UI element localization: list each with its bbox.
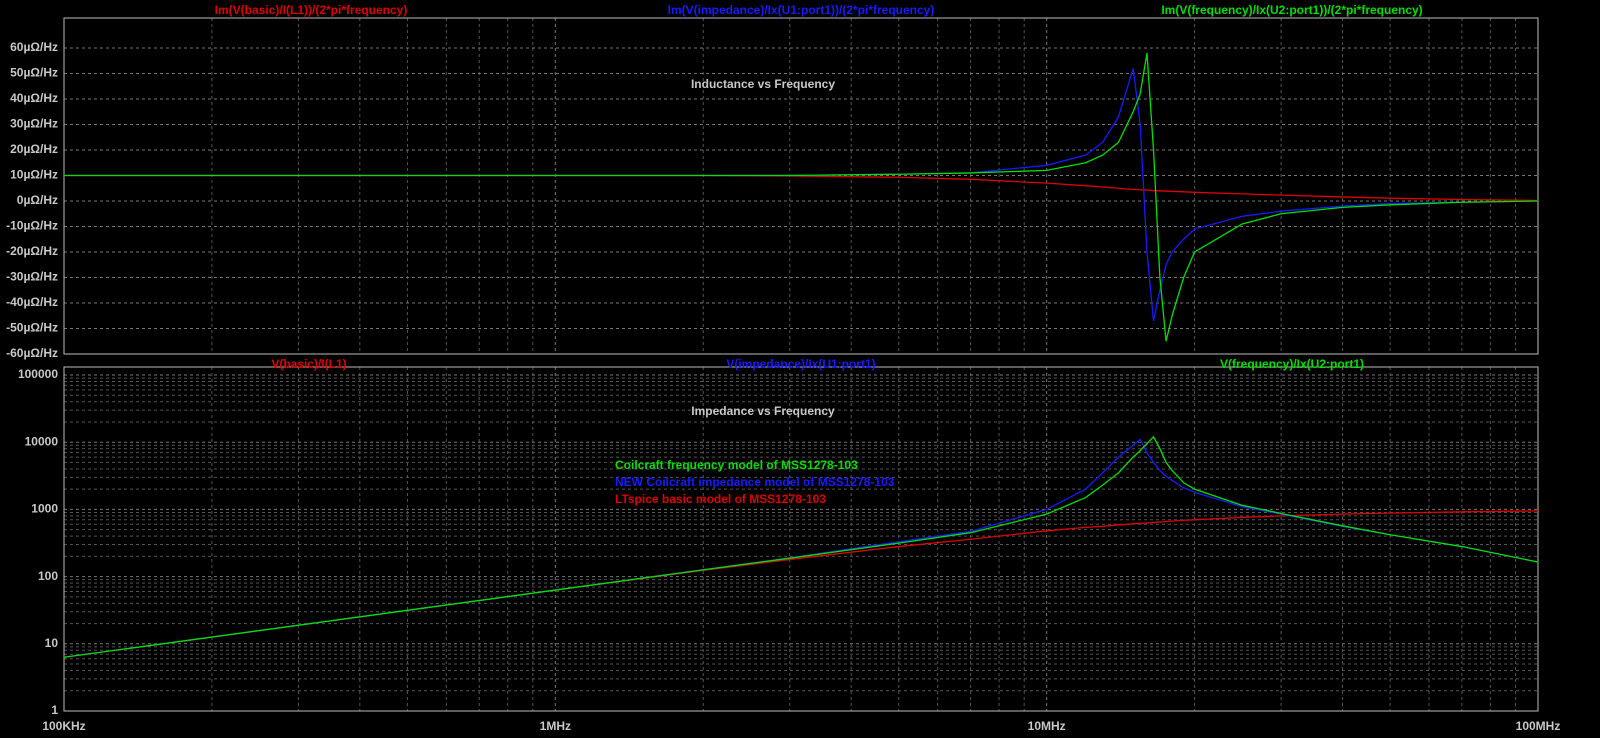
y-tick-label: 10µΩ/Hz <box>10 168 58 182</box>
y-tick-label: 40µΩ/Hz <box>10 91 58 105</box>
annotation: LTspice basic model of MSS1278-103 <box>615 492 826 506</box>
y-tick-label: 100 <box>38 569 58 583</box>
y-tick-label: -20µΩ/Hz <box>6 244 58 258</box>
legend-label: Im(V(basic)/I(L1))/(2*pi*frequency) <box>215 3 408 17</box>
y-tick-label: 100000 <box>18 367 58 381</box>
y-tick-label: -50µΩ/Hz <box>6 321 58 335</box>
trace <box>63 435 1539 658</box>
trace <box>64 52 1539 342</box>
y-tick-label: -60µΩ/Hz <box>6 346 58 360</box>
y-tick-label: -10µΩ/Hz <box>6 219 58 233</box>
y-tick-label: 10 <box>45 636 59 650</box>
y-tick-label: 1000 <box>31 502 58 516</box>
x-tick-label: 100MHz <box>1516 719 1561 733</box>
x-tick-label: 1MHz <box>540 719 571 733</box>
legend-label: V(frequency)/Ix(U2:port1) <box>1220 357 1364 371</box>
legend-label: Im(V(impedance)/Ix(U1:port1))/(2*pi*freq… <box>668 3 935 17</box>
x-tick-label: 10MHz <box>1028 719 1066 733</box>
legend-label: Im(V(frequency)/Ix(U2:port1))/(2*pi*freq… <box>1161 3 1422 17</box>
x-tick-label: 100KHz <box>42 719 85 733</box>
plot-title: Impedance vs Frequency <box>691 404 835 418</box>
y-tick-label: -40µΩ/Hz <box>6 295 58 309</box>
legend-label: V(basic)/I(L1) <box>271 357 346 371</box>
y-tick-label: 1 <box>51 703 58 717</box>
y-tick-label: 10000 <box>25 434 59 448</box>
y-tick-label: 50µΩ/Hz <box>10 66 58 80</box>
annotation: NEW Coilcraft impedance model of MSS1278… <box>615 475 895 489</box>
y-tick-label: -30µΩ/Hz <box>6 270 58 284</box>
y-tick-label: 20µΩ/Hz <box>10 142 58 156</box>
trace <box>63 510 1539 658</box>
plot-frame <box>63 366 1539 712</box>
y-tick-label: 0µΩ/Hz <box>17 193 58 207</box>
legend-label: V(impedance)/Ix(U1:port1) <box>726 357 875 371</box>
y-tick-label: 30µΩ/Hz <box>10 117 58 131</box>
plot-frame <box>63 17 1539 355</box>
y-tick-label: 60µΩ/Hz <box>10 40 58 54</box>
plot-title: Inductance vs Frequency <box>691 77 835 91</box>
annotation: Coilcraft frequency model of MSS1278-103 <box>615 458 858 472</box>
